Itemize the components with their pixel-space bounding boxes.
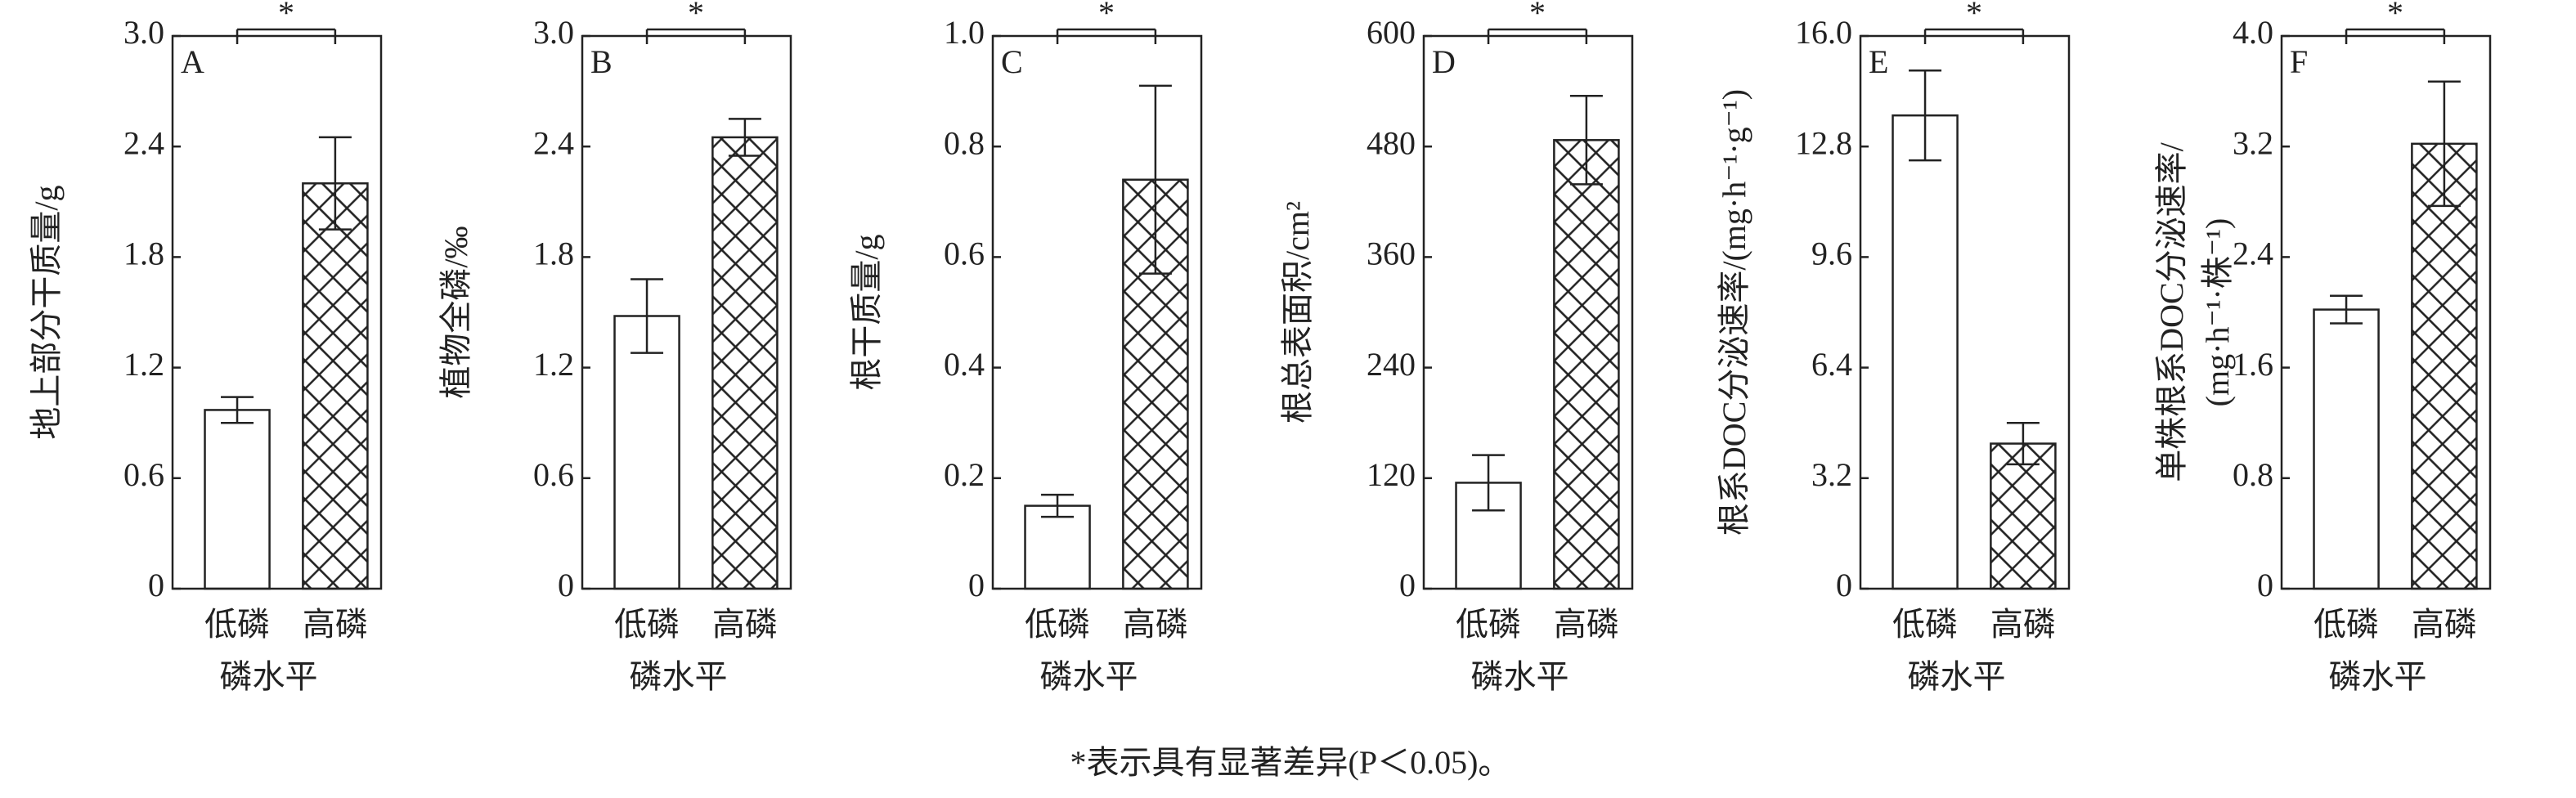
y-axis-label: 植物全磷/‰ (438, 226, 474, 398)
y-tick-label: 1.6 (2233, 346, 2273, 383)
x-tick-label: 低磷 (1456, 606, 1521, 643)
x-axis-label: 磷水平 (1471, 658, 1569, 695)
plot-frame (1859, 34, 2071, 590)
y-tick-label: 0 (2257, 567, 2273, 603)
y-tick-label: 2.4 (2233, 235, 2273, 272)
y-tick-label: 3.2 (1811, 456, 1852, 493)
significance-mark: * (688, 0, 704, 31)
y-tick-label: 120 (1367, 456, 1416, 493)
y-tick-label: 1.0 (944, 14, 985, 51)
panel-label: B (590, 43, 613, 80)
y-tick-label: 12.8 (1795, 124, 1852, 161)
y-axis-label: 根系DOC分泌速率/(mg·h⁻¹·g⁻¹) (1716, 89, 1752, 536)
y-tick-label: 0.6 (123, 456, 164, 493)
y-tick-label: 0 (968, 567, 985, 603)
bar (1024, 504, 1091, 590)
y-tick-label: 3.0 (123, 14, 164, 51)
y-tick-label: 16.0 (1795, 14, 1852, 51)
y-tick-label: 2.4 (123, 124, 164, 161)
bar (1892, 114, 1959, 590)
y-tick-label: 1.2 (123, 346, 164, 383)
y-tick-label: 4.0 (2233, 14, 2273, 51)
bar (1990, 442, 2057, 590)
significance-mark: * (1098, 0, 1115, 31)
y-axis-label: 根干质量/g (848, 234, 885, 390)
y-tick-label: 0 (1399, 567, 1416, 603)
significance-mark: * (1966, 0, 1982, 31)
panel-label: F (2290, 43, 2308, 80)
panel-label: C (1001, 43, 1023, 80)
y-tick-label: 0.6 (944, 235, 985, 272)
y-tick-label: 1.2 (533, 346, 574, 383)
bar (711, 136, 779, 590)
x-tick-label: 高磷 (1990, 606, 2056, 643)
y-tick-label: 0 (1836, 567, 1852, 603)
y-tick-label: 2.4 (533, 124, 574, 161)
y-axis-label: (mg·h⁻¹·株⁻¹) (2199, 218, 2236, 407)
x-axis-label: 磷水平 (2329, 658, 2427, 695)
x-tick-label: 高磷 (2412, 606, 2477, 643)
x-tick-label: 高磷 (303, 606, 368, 643)
x-tick-label: 低磷 (1892, 606, 1958, 643)
y-tick-label: 0.6 (533, 456, 574, 493)
plot-frame (1422, 34, 1634, 590)
bar (2411, 142, 2478, 590)
panel-label: D (1432, 43, 1456, 80)
bar (302, 182, 369, 590)
plot-frame (2280, 34, 2492, 590)
y-tick-label: 0.8 (2233, 456, 2273, 493)
x-tick-label: 低磷 (2313, 606, 2379, 643)
y-tick-label: 0 (558, 567, 574, 603)
y-tick-label: 0.4 (944, 346, 985, 383)
significance-mark: * (2387, 0, 2403, 31)
y-axis-label: 地上部分干质量/g (28, 185, 65, 439)
y-tick-label: 1.8 (533, 235, 574, 272)
significance-mark: * (1529, 0, 1546, 31)
panel-label: E (1869, 43, 1888, 80)
y-tick-label: 1.8 (123, 235, 164, 272)
y-tick-label: 9.6 (1811, 235, 1852, 272)
y-tick-label: 6.4 (1811, 346, 1852, 383)
x-tick-label: 高磷 (1123, 606, 1188, 643)
significance-mark: * (278, 0, 294, 31)
bar (1553, 139, 1620, 590)
y-tick-label: 480 (1367, 124, 1416, 161)
x-tick-label: 低磷 (614, 606, 680, 643)
x-tick-label: 高磷 (1554, 606, 1619, 643)
bar (2313, 308, 2380, 590)
plot-frame (171, 34, 383, 590)
x-axis-label: 磷水平 (1040, 658, 1138, 695)
y-tick-label: 600 (1367, 14, 1416, 51)
bar (613, 315, 680, 590)
plot-frame (991, 34, 1203, 590)
x-axis-label: 磷水平 (220, 658, 318, 695)
footnote: *表示具有显著差异(P＜0.05)。 (1070, 744, 1511, 781)
x-tick-label: 低磷 (1025, 606, 1090, 643)
y-tick-label: 0.2 (944, 456, 985, 493)
y-axis-label: 单株根系DOC分泌速率/ (2153, 141, 2190, 482)
y-tick-label: 0 (148, 567, 164, 603)
y-tick-label: 3.2 (2233, 124, 2273, 161)
y-tick-label: 240 (1367, 346, 1416, 383)
y-tick-label: 0.8 (944, 124, 985, 161)
x-axis-label: 磷水平 (1908, 658, 2006, 695)
x-axis-label: 磷水平 (630, 658, 728, 695)
x-tick-label: 高磷 (712, 606, 778, 643)
plot-frame (581, 34, 792, 590)
y-tick-label: 3.0 (533, 14, 574, 51)
y-tick-label: 360 (1367, 235, 1416, 272)
bar (204, 409, 271, 590)
y-axis-label: 根总表面积/cm² (1279, 201, 1316, 424)
x-tick-label: 低磷 (204, 606, 270, 643)
panel-label: A (181, 43, 204, 80)
